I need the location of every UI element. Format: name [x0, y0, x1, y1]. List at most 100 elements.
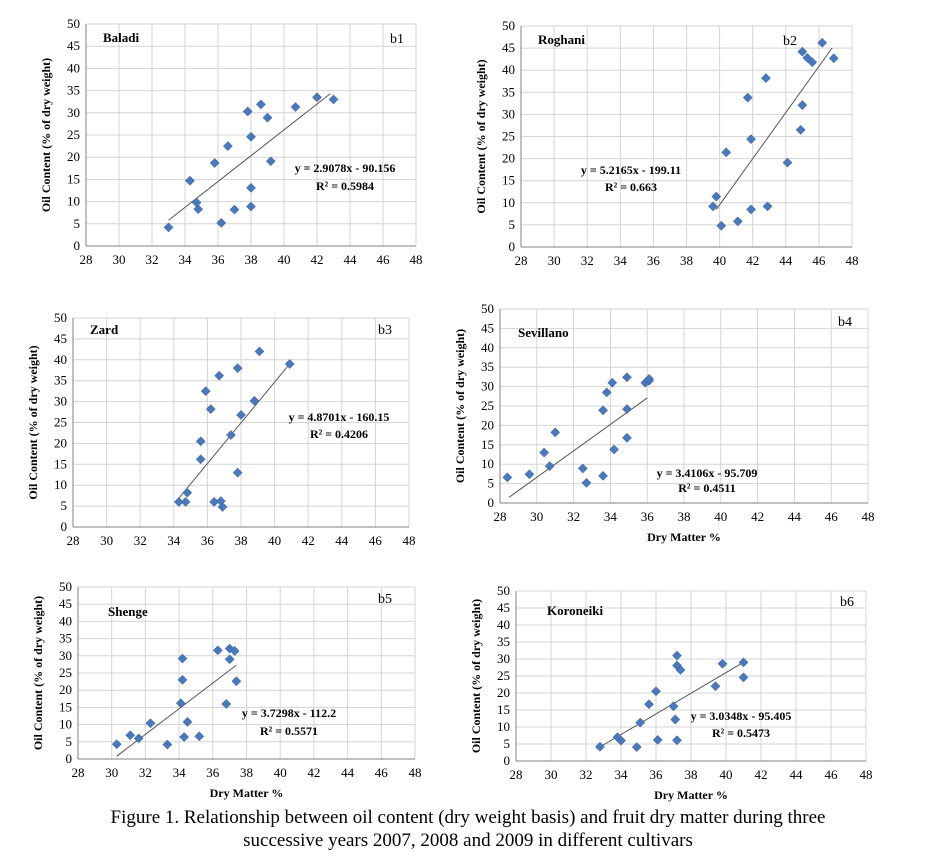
x-tick-label: 28 — [494, 509, 507, 524]
y-tick-label: 5 — [504, 736, 511, 751]
y-tick-label: 50 — [497, 583, 510, 598]
y-tick-label: 25 — [59, 665, 72, 680]
cultivar-label: Koroneiki — [547, 603, 603, 618]
x-tick-label: 42 — [751, 509, 764, 524]
data-point — [163, 222, 174, 233]
data-point — [194, 731, 205, 742]
chart-panel-b4: 0 5 10 15 20 25 30 35 40 45 50 28 30 32 34 36 38 40 42 44 46… — [453, 301, 875, 544]
x-tick-label: 46 — [377, 252, 391, 267]
y-tick-label: 15 — [54, 456, 67, 471]
y-tick-label: 50 — [502, 18, 515, 33]
x-tick-label: 48 — [862, 509, 875, 524]
x-tick-label: 44 — [788, 509, 802, 524]
data-point — [221, 699, 232, 709]
y-tick-label: 50 — [67, 16, 80, 31]
y-tick-label: 15 — [502, 173, 515, 188]
x-tick-label: 34 — [167, 533, 181, 548]
data-point — [217, 501, 228, 512]
x-tick-label: 38 — [235, 533, 248, 548]
r-squared-label: R² = 0.663 — [605, 180, 657, 194]
y-tick-label: 25 — [54, 415, 67, 430]
figure-caption: Figure 1. Relationship between oil conte… — [0, 806, 936, 852]
y-tick-label: 5 — [488, 476, 495, 491]
data-point — [622, 432, 632, 443]
data-point — [732, 216, 743, 227]
y-tick-label: 40 — [54, 352, 67, 367]
data-point — [242, 106, 253, 117]
x-tick-label: 40 — [713, 253, 726, 268]
y-tick-label: 30 — [67, 105, 80, 120]
x-tick-label: 44 — [341, 765, 355, 780]
data-point — [550, 427, 561, 438]
data-point — [179, 732, 190, 742]
x-tick-label: 42 — [755, 767, 768, 782]
x-tick-label: 30 — [113, 252, 126, 267]
data-point — [328, 94, 339, 105]
trend-line — [715, 47, 833, 210]
y-tick-label: 40 — [67, 60, 80, 75]
data-point — [817, 37, 828, 48]
x-tick-label: 42 — [746, 253, 759, 268]
trend-line — [116, 664, 237, 757]
data-point — [524, 469, 535, 480]
y-tick-label: 15 — [497, 702, 510, 717]
x-tick-label: 48 — [860, 767, 873, 782]
y-axis-title: Oil Content (% of dry weight) — [453, 329, 467, 483]
data-point — [651, 686, 661, 697]
x-tick-label: 44 — [335, 533, 349, 548]
y-tick-label: 40 — [497, 617, 510, 632]
x-tick-label: 32 — [581, 253, 594, 268]
data-point — [254, 346, 265, 357]
x-tick-label: 38 — [680, 253, 693, 268]
x-tick-label: 36 — [201, 533, 215, 548]
data-point — [212, 645, 223, 656]
r-squared-label: R² = 0.5984 — [316, 179, 374, 193]
y-tick-label: 35 — [497, 634, 510, 649]
r-squared-label: R² = 0.5473 — [712, 726, 770, 740]
x-tick-label: 40 — [268, 533, 281, 548]
x-tick-label: 32 — [134, 533, 147, 548]
x-tick-label: 36 — [212, 252, 226, 267]
x-tick-label: 28 — [72, 765, 85, 780]
x-tick-label: 44 — [790, 767, 804, 782]
x-tick-label: 38 — [678, 509, 691, 524]
data-point — [222, 141, 233, 152]
data-point — [180, 496, 191, 507]
chart-panel-b6: 0 5 10 15 20 25 30 35 40 45 50 28 30 32 34 36 38 40 42 44 46… — [469, 583, 873, 802]
data-point — [635, 717, 646, 728]
data-point — [175, 698, 186, 709]
data-point — [111, 739, 122, 750]
data-point — [229, 646, 240, 656]
data-point — [246, 131, 256, 142]
y-tick-label: 25 — [502, 129, 515, 144]
data-point — [598, 405, 608, 416]
x-tick-label: 30 — [548, 253, 561, 268]
data-point — [675, 664, 686, 675]
regression-equation: y = 2.9078x - 90.156 — [295, 161, 396, 175]
data-point — [262, 112, 273, 123]
data-point — [710, 681, 721, 692]
y-tick-label: 20 — [54, 435, 67, 450]
cultivar-label: Shenge — [108, 604, 148, 619]
y-tick-label: 10 — [502, 195, 515, 210]
y-tick-label: 20 — [481, 417, 494, 432]
regression-equation: y = 3.0348x - 95.405 — [691, 709, 792, 723]
data-point — [182, 716, 193, 727]
y-axis-title: Oil Content (% of dry weight) — [39, 58, 53, 212]
data-point — [797, 46, 808, 57]
data-point — [616, 735, 626, 746]
y-tick-label: 35 — [59, 631, 72, 646]
y-tick-label: 10 — [481, 456, 494, 471]
y-tick-label: 25 — [67, 127, 80, 142]
y-tick-label: 5 — [74, 216, 81, 231]
data-point — [746, 134, 756, 145]
y-tick-label: 30 — [502, 106, 515, 121]
data-point — [672, 735, 682, 746]
y-tick-label: 0 — [61, 519, 68, 534]
y-tick-label: 15 — [481, 437, 494, 452]
panel-label: b3 — [378, 323, 392, 338]
data-point — [644, 373, 654, 384]
data-point — [255, 99, 266, 110]
x-tick-label: 40 — [274, 765, 287, 780]
chart-panel-b2: 0 5 10 15 20 25 30 35 40 45 50 28 30 32 34 36 38 40 42 44 46… — [474, 18, 859, 268]
